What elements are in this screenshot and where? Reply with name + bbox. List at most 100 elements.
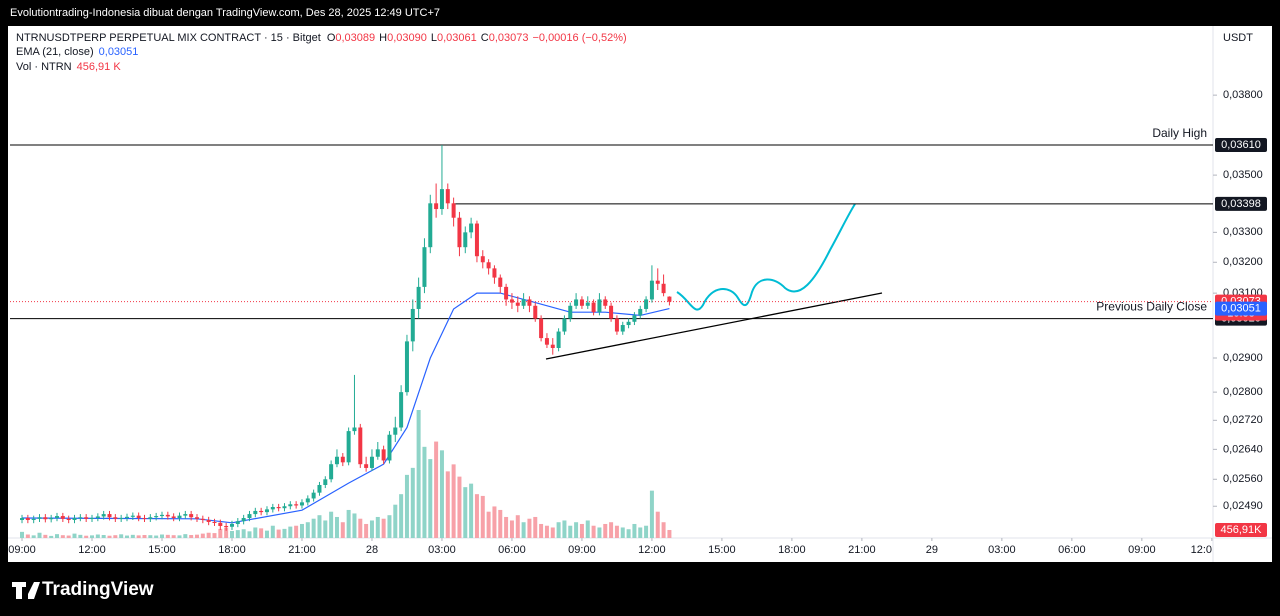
candle-body <box>527 299 532 306</box>
candle-body <box>364 464 369 468</box>
candle-body <box>649 280 654 300</box>
candle-body <box>299 502 304 506</box>
y-tick-label: 0,03500 <box>1223 169 1263 181</box>
y-tick-label: 0,03200 <box>1223 256 1263 268</box>
volume-bar <box>492 506 497 538</box>
ema-line <box>21 292 670 524</box>
volume-bar <box>445 471 450 538</box>
l-label: L <box>431 32 437 44</box>
candle-body <box>387 434 392 461</box>
volume-bar <box>410 467 415 538</box>
volume-bar <box>90 535 95 538</box>
candle-body <box>60 516 65 519</box>
candle-body <box>55 516 60 519</box>
volume-bar <box>113 535 118 538</box>
volume-bar <box>60 535 65 538</box>
volume-bar <box>457 476 462 538</box>
volume-bar <box>78 534 83 538</box>
volume-bar <box>375 516 380 538</box>
c-value: 0,03073 <box>489 32 529 44</box>
level-tag: 0,03610 <box>1221 139 1261 151</box>
level-text: Daily High <box>1152 126 1207 140</box>
ema-tag-bg <box>1215 301 1267 316</box>
candle-body <box>562 318 567 332</box>
volume-bar <box>352 513 357 538</box>
ema-label: EMA (21, close) <box>16 46 94 58</box>
level-text: Previous Daily Close <box>1096 300 1207 314</box>
y-tick-label: 0,02640 <box>1223 443 1263 455</box>
candle-body <box>282 506 287 509</box>
y-tick-label: 0,03300 <box>1223 226 1263 238</box>
volume-bar <box>119 534 124 538</box>
x-tick-label: 12:00 <box>78 544 106 556</box>
candle-body <box>585 302 590 306</box>
volume-bar <box>25 534 30 538</box>
candle-body <box>37 517 42 519</box>
volume-bar <box>486 511 491 538</box>
candle-body <box>474 223 479 257</box>
change: −0,00016 (−0,52%) <box>532 32 626 44</box>
candle-body <box>632 315 637 322</box>
chart-panel <box>8 26 1272 562</box>
candle-body <box>113 517 118 519</box>
c-label: C <box>481 32 489 44</box>
candle-body <box>591 302 596 313</box>
candle-body <box>25 518 30 521</box>
volume-bar <box>55 534 60 538</box>
candle-body <box>305 498 310 503</box>
volume-bar <box>200 533 205 538</box>
volume-bar <box>527 518 532 538</box>
candle-body <box>609 305 614 319</box>
candle-body <box>95 516 100 519</box>
candle-body <box>457 217 462 248</box>
volume-bar <box>194 534 199 538</box>
volume-tag-bg <box>1215 523 1267 537</box>
candle-body <box>644 299 649 309</box>
volume-bar <box>154 535 159 538</box>
candle-body <box>323 479 328 485</box>
volume-bar <box>124 535 129 538</box>
volume-bar <box>334 516 339 538</box>
candle-body <box>90 518 95 520</box>
volume-bar <box>399 494 404 538</box>
candle-body <box>626 321 631 326</box>
candle-body <box>66 518 71 521</box>
candle-body <box>533 305 538 319</box>
y-tick-label: 0,02560 <box>1223 473 1263 485</box>
projection-path <box>676 203 856 311</box>
candle-body <box>463 232 468 248</box>
candle-body <box>31 518 36 521</box>
candle-body <box>358 427 363 465</box>
volume-bar <box>253 527 258 538</box>
candle-body <box>107 514 112 518</box>
candle-body <box>334 456 339 465</box>
volume-bar <box>585 520 590 538</box>
volume-bar <box>515 515 520 538</box>
x-tick-label: 21:00 <box>848 544 876 556</box>
volume-bar <box>568 525 573 538</box>
volume-bar <box>562 520 567 538</box>
volume-bar <box>649 490 654 538</box>
candle-body <box>20 518 25 521</box>
o-label: O <box>327 32 336 44</box>
candle-body <box>84 517 89 519</box>
candle-body <box>614 318 619 332</box>
candle-body <box>515 302 520 306</box>
candle-body <box>154 516 159 518</box>
volume-bar <box>469 483 474 538</box>
candle-body <box>288 504 293 507</box>
candle-body <box>544 338 549 345</box>
candle-body <box>550 344 555 348</box>
volume-bar <box>206 532 211 538</box>
candle-body <box>504 286 509 300</box>
volume-bar <box>329 511 334 538</box>
trend-line <box>545 292 883 360</box>
x-tick-label: 06:00 <box>1058 544 1086 556</box>
volume-bar <box>142 535 147 538</box>
volume-bar <box>183 534 188 538</box>
volume-bar <box>638 527 643 538</box>
legend-ema: EMA (21, close) 0,03051 <box>16 46 138 58</box>
vol-value: 456,91 K <box>77 61 122 73</box>
candle-body <box>492 268 497 278</box>
candle-body <box>247 514 252 519</box>
